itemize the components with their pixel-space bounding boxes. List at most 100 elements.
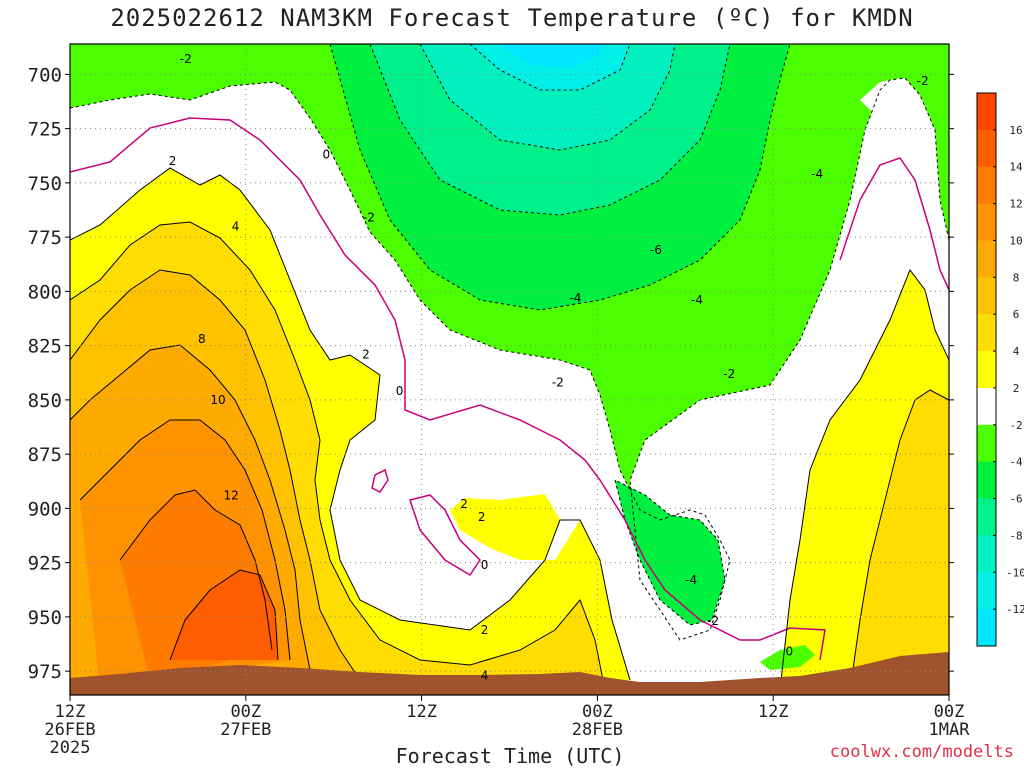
contour-label: -2 bbox=[917, 74, 929, 88]
contour-label: 2 bbox=[481, 623, 489, 637]
isotherm-zero bbox=[70, 117, 949, 661]
colorbar-tick-label: -12 bbox=[1006, 603, 1024, 616]
x-axis-title: Forecast Time (UTC) bbox=[395, 744, 625, 768]
contour-label: -6 bbox=[650, 243, 662, 257]
colorbar-tick-label: 14 bbox=[1009, 161, 1023, 174]
colorbar-tick-label: 2 bbox=[1013, 382, 1020, 395]
y-tick-label: 750 bbox=[28, 173, 62, 195]
colorbar-bin bbox=[977, 424, 996, 463]
colorbar-tick-label: 16 bbox=[1009, 124, 1022, 137]
colorbar-bin bbox=[977, 277, 996, 315]
x-tick-label: 27FEB bbox=[220, 720, 271, 740]
contour-label: 0 bbox=[785, 645, 793, 659]
colorbar-tick-label: -10 bbox=[1006, 566, 1024, 579]
y-tick-label: 900 bbox=[28, 498, 62, 520]
contour-label: -4 bbox=[691, 293, 703, 307]
region-above-4-east bbox=[850, 390, 949, 690]
isotherm-4 bbox=[70, 221, 606, 691]
contour-label: -4 bbox=[811, 167, 823, 181]
colorbar-bin bbox=[977, 572, 996, 610]
colorbar-bin bbox=[977, 351, 996, 389]
region-cold-spot-near-surface bbox=[760, 645, 815, 670]
isotherm-12 bbox=[119, 489, 273, 651]
contour-label: -2 bbox=[180, 52, 192, 66]
colorbar-bin bbox=[977, 461, 996, 500]
colorbar-bin bbox=[977, 93, 996, 131]
region-above-14 bbox=[170, 570, 278, 660]
colorbar-bin bbox=[977, 535, 996, 573]
x-tick-label: 00Z bbox=[230, 702, 261, 722]
isotherm-minus-4-plume bbox=[614, 479, 726, 626]
colorbar-tick-label: 8 bbox=[1013, 271, 1020, 284]
isotherm-minus-6 bbox=[369, 44, 731, 216]
x-tick-label: 1MAR bbox=[929, 720, 971, 740]
contour-label: 2 bbox=[478, 510, 486, 524]
isotherm-10 bbox=[79, 419, 291, 661]
x-tick-label: 28FEB bbox=[572, 720, 623, 740]
region-cold-plume bbox=[615, 480, 725, 625]
colorbar-tick-label: -8 bbox=[1009, 529, 1022, 542]
y-tick-label: 700 bbox=[28, 64, 62, 86]
x-tick-label: 26FEB bbox=[44, 720, 95, 740]
y-tick-label: 975 bbox=[28, 661, 62, 683]
colorbar: 16 14 12 10 8 6 4 2 -2 -4 -6 -8 -10 -12 bbox=[976, 92, 1024, 647]
isotherm-2-east bbox=[779, 268, 949, 691]
isotherm-minus-10 bbox=[469, 44, 631, 91]
y-tick-label: 725 bbox=[28, 119, 62, 141]
colorbar-bin bbox=[977, 498, 996, 536]
isotherm-6 bbox=[70, 269, 361, 681]
region-warm-east-upper-notch bbox=[860, 78, 915, 120]
contour-label: 2 bbox=[362, 347, 370, 361]
isotherms-positive bbox=[70, 167, 949, 691]
colorbar-tick-label: -6 bbox=[1009, 493, 1022, 506]
colorbar-frame bbox=[976, 92, 997, 647]
y-tick-label: 850 bbox=[28, 390, 62, 412]
colorbar-bin bbox=[977, 387, 996, 426]
y-tick-label: 825 bbox=[28, 336, 62, 358]
colorbar-bin bbox=[977, 203, 996, 241]
isotherm-minus-2 bbox=[70, 77, 949, 641]
contour-label: 12 bbox=[224, 488, 239, 502]
colorbar-tick-label: -4 bbox=[1009, 456, 1023, 469]
x-tick-label: 00Z bbox=[582, 702, 613, 722]
contour-label: -2 bbox=[707, 614, 719, 628]
colorbar-tick-label: -2 bbox=[1009, 419, 1022, 432]
temperature-field bbox=[70, 44, 949, 695]
contour-label: 10 bbox=[210, 393, 225, 407]
isotherms-negative bbox=[70, 44, 949, 641]
contour-label: 4 bbox=[481, 668, 489, 682]
isotherm-minus-4 bbox=[329, 44, 791, 311]
contour-label: 2 bbox=[169, 154, 177, 168]
contour-label: -4 bbox=[685, 573, 697, 587]
plot-frame bbox=[69, 43, 950, 696]
isotherm-14 bbox=[169, 569, 279, 661]
colorbar-tick-label: 4 bbox=[1013, 345, 1020, 358]
y-tick-label: 800 bbox=[28, 281, 62, 303]
x-tick-label: 12Z bbox=[55, 702, 86, 722]
x-tick-label: 2025 bbox=[50, 738, 91, 758]
colorbar-tick-label: 10 bbox=[1009, 234, 1022, 247]
y-tick-label: 925 bbox=[28, 553, 62, 575]
contour-label: 0 bbox=[481, 558, 489, 572]
contour-label: 2 bbox=[460, 497, 468, 511]
isotherm-minus-8 bbox=[419, 44, 676, 151]
contour-label: -2 bbox=[363, 211, 375, 225]
colorbar-bin bbox=[977, 314, 996, 352]
y-tick-label: 875 bbox=[28, 444, 62, 466]
colorbar-bin bbox=[977, 240, 996, 278]
isotherm-zero-loop bbox=[409, 494, 481, 577]
contour-label: 0 bbox=[396, 384, 404, 398]
credit-text: coolwx.com/modelts bbox=[829, 742, 1014, 762]
contour-label: 4 bbox=[232, 219, 240, 233]
isotherm-4-east bbox=[849, 389, 949, 691]
colorbar-bin bbox=[977, 129, 996, 168]
x-tick-label: 12Z bbox=[406, 702, 437, 722]
isotherm-zero-small-loop bbox=[371, 468, 389, 493]
isotherm-2 bbox=[70, 167, 631, 681]
terrain-ground bbox=[70, 652, 949, 695]
contour-label: 8 bbox=[198, 332, 206, 346]
